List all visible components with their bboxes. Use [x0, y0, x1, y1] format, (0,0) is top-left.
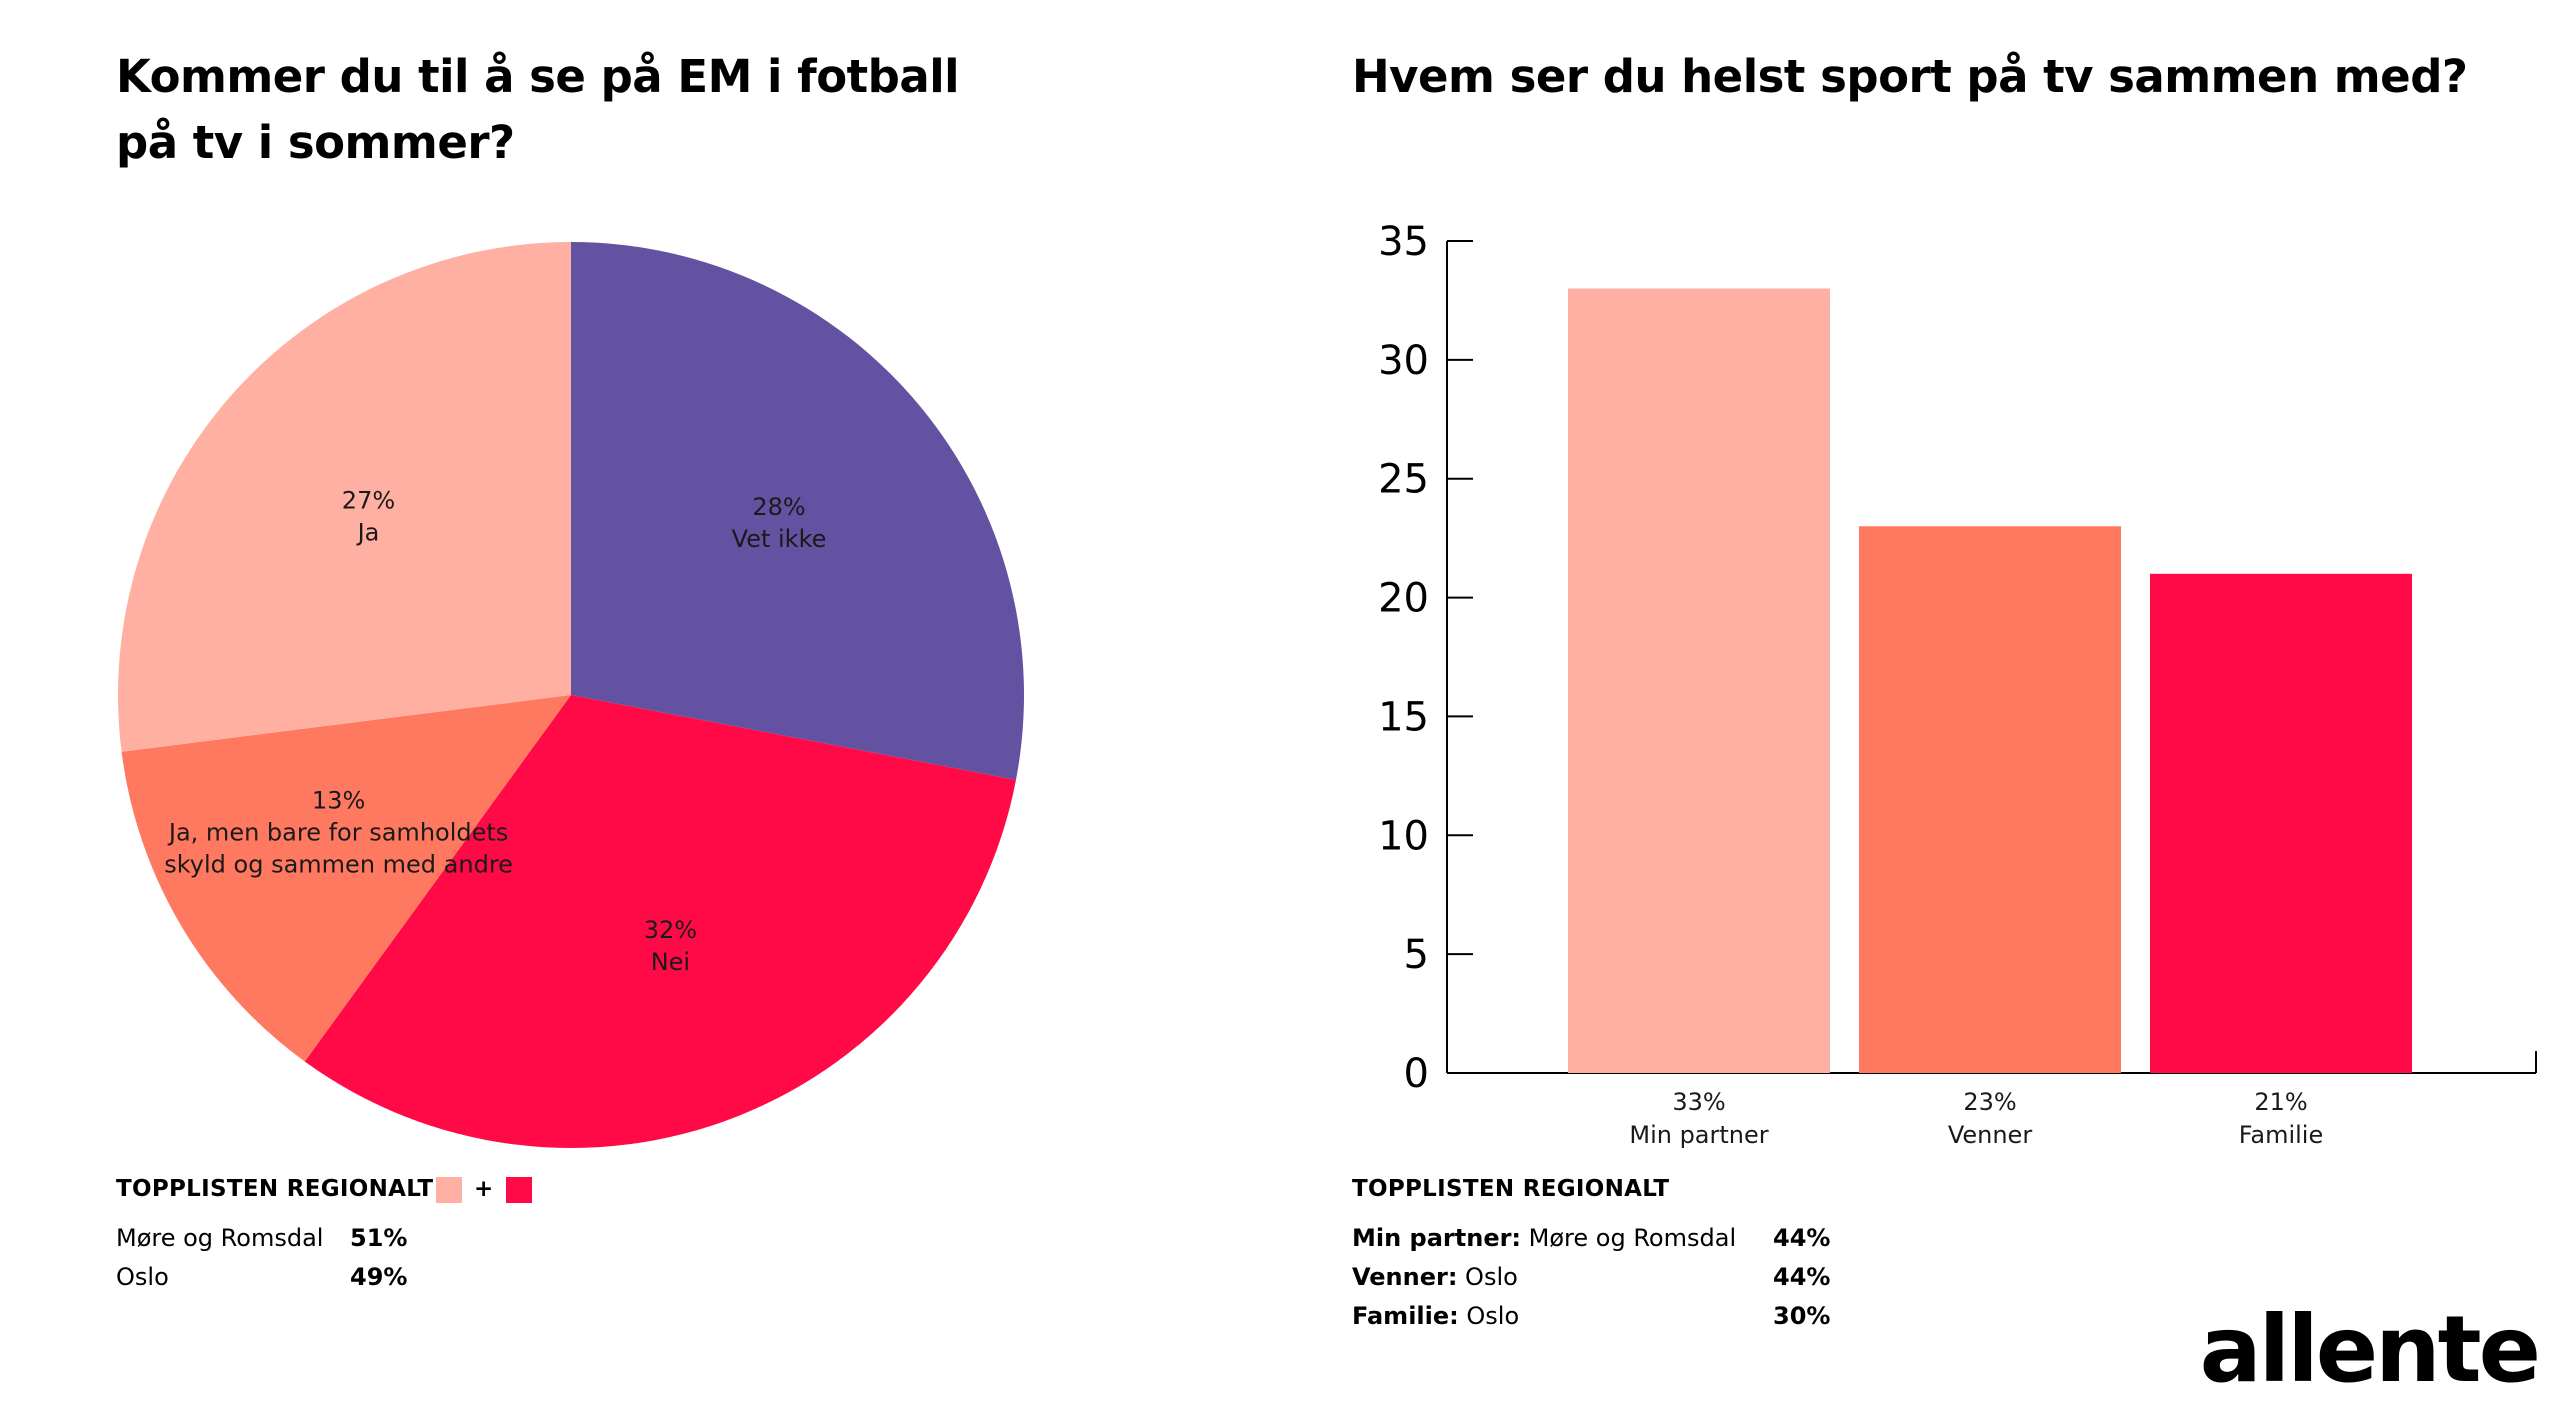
legend-plus-sign: + — [474, 1176, 494, 1202]
bar-regional-value-3: 30% — [1773, 1302, 1831, 1330]
pie-slice-nei — [304, 695, 1016, 1148]
y-tick-label: 30 — [1378, 338, 1429, 384]
pie-slice-pct-label: 27% — [342, 486, 395, 514]
bar-min-partner — [1568, 288, 1830, 1073]
y-tick-label: 0 — [1404, 1051, 1429, 1097]
pie-regional-value-2: 49% — [350, 1263, 408, 1291]
bar-regional-region-1: Møre og Romsdal — [1521, 1224, 1737, 1252]
pie-regional-region-1: Møre og Romsdal — [116, 1224, 324, 1252]
bar-regional-category-2: Venner: — [1352, 1263, 1458, 1291]
bar-regional-row-3: Familie: Oslo — [1352, 1302, 1519, 1330]
pie-slice-category-label: Ja, men bare for samholdets — [167, 818, 508, 846]
bar-value-label: 33% — [1672, 1088, 1725, 1116]
bar-category-label: Venner — [1948, 1121, 2033, 1149]
pie-slice-pct-label: 32% — [644, 916, 697, 944]
pie-slice-category-label: Ja — [356, 518, 380, 546]
pie-slice-vet-ikke — [571, 242, 1025, 780]
bar-regional-region-3: Oslo — [1458, 1302, 1520, 1330]
bar-category-label: Familie — [2239, 1121, 2323, 1149]
pie-slice-ja-men-bare-for-samholdets — [121, 695, 572, 1062]
bar-regional-row-1: Min partner: Møre og Romsdal — [1352, 1224, 1736, 1252]
pie-chart: 28% Vet ikke 32% Nei 13% Ja, men bare for sam… — [117, 241, 1025, 1148]
bar-regional-region-2: Oslo — [1457, 1263, 1518, 1291]
bar-regional-value-2: 44% — [1773, 1263, 1831, 1291]
bar-category-label: Min partner — [1629, 1121, 1768, 1149]
pie-chart-title: Kommer du til å se på EM i fotball på tv… — [116, 44, 1016, 176]
bar-regional-category-1: Min partner: — [1352, 1224, 1522, 1252]
pie-title-line1: Kommer du til å se på EM i fotball — [116, 50, 960, 103]
legend-swatch-nei — [506, 1177, 532, 1203]
bar-regional-category-3: Familie: — [1352, 1302, 1459, 1330]
bar-regional-value-1: 44% — [1773, 1224, 1831, 1252]
bar-chart-title: Hvem ser du helst sport på tv sammen med… — [1352, 50, 2468, 103]
pie-slice-pct-label: 28% — [752, 493, 805, 521]
bar-venner — [1859, 526, 2121, 1073]
y-tick-label: 10 — [1378, 813, 1429, 859]
bar-value-label: 21% — [2254, 1088, 2307, 1116]
y-tick-label: 15 — [1378, 694, 1429, 740]
allente-logo: allente — [2199, 1296, 2541, 1403]
pie-slice-category-label: Vet ikke — [732, 525, 827, 553]
bar-familie — [2150, 573, 2412, 1073]
y-tick-label: 35 — [1378, 219, 1429, 265]
y-tick-label: 20 — [1378, 576, 1429, 622]
bar-value-label: 23% — [1963, 1088, 2016, 1116]
bar-chart: 0 5 10 15 20 25 30 35 33% Min partner 23% Venner 21%… — [1378, 219, 2537, 1149]
pie-slice-category-label: skyld og sammen med andre — [164, 850, 513, 878]
pie-regional-header: TOPPLISTEN REGIONALT — [116, 1176, 434, 1202]
pie-slice-pct-label: 13% — [312, 786, 365, 814]
pie-title-line2: på tv i sommer? — [116, 116, 515, 169]
pie-regional-value-1: 51% — [350, 1224, 408, 1252]
legend-swatch-ja — [436, 1177, 462, 1203]
pie-regional-region-2: Oslo — [116, 1263, 169, 1291]
bar-regional-row-2: Venner: Oslo — [1352, 1263, 1518, 1291]
y-tick-label: 25 — [1378, 457, 1429, 503]
y-tick-label: 5 — [1404, 932, 1429, 978]
pie-slice-category-label: Nei — [651, 948, 690, 976]
pie-slice-ja — [117, 241, 571, 752]
bar-regional-header: TOPPLISTEN REGIONALT — [1352, 1176, 1670, 1202]
